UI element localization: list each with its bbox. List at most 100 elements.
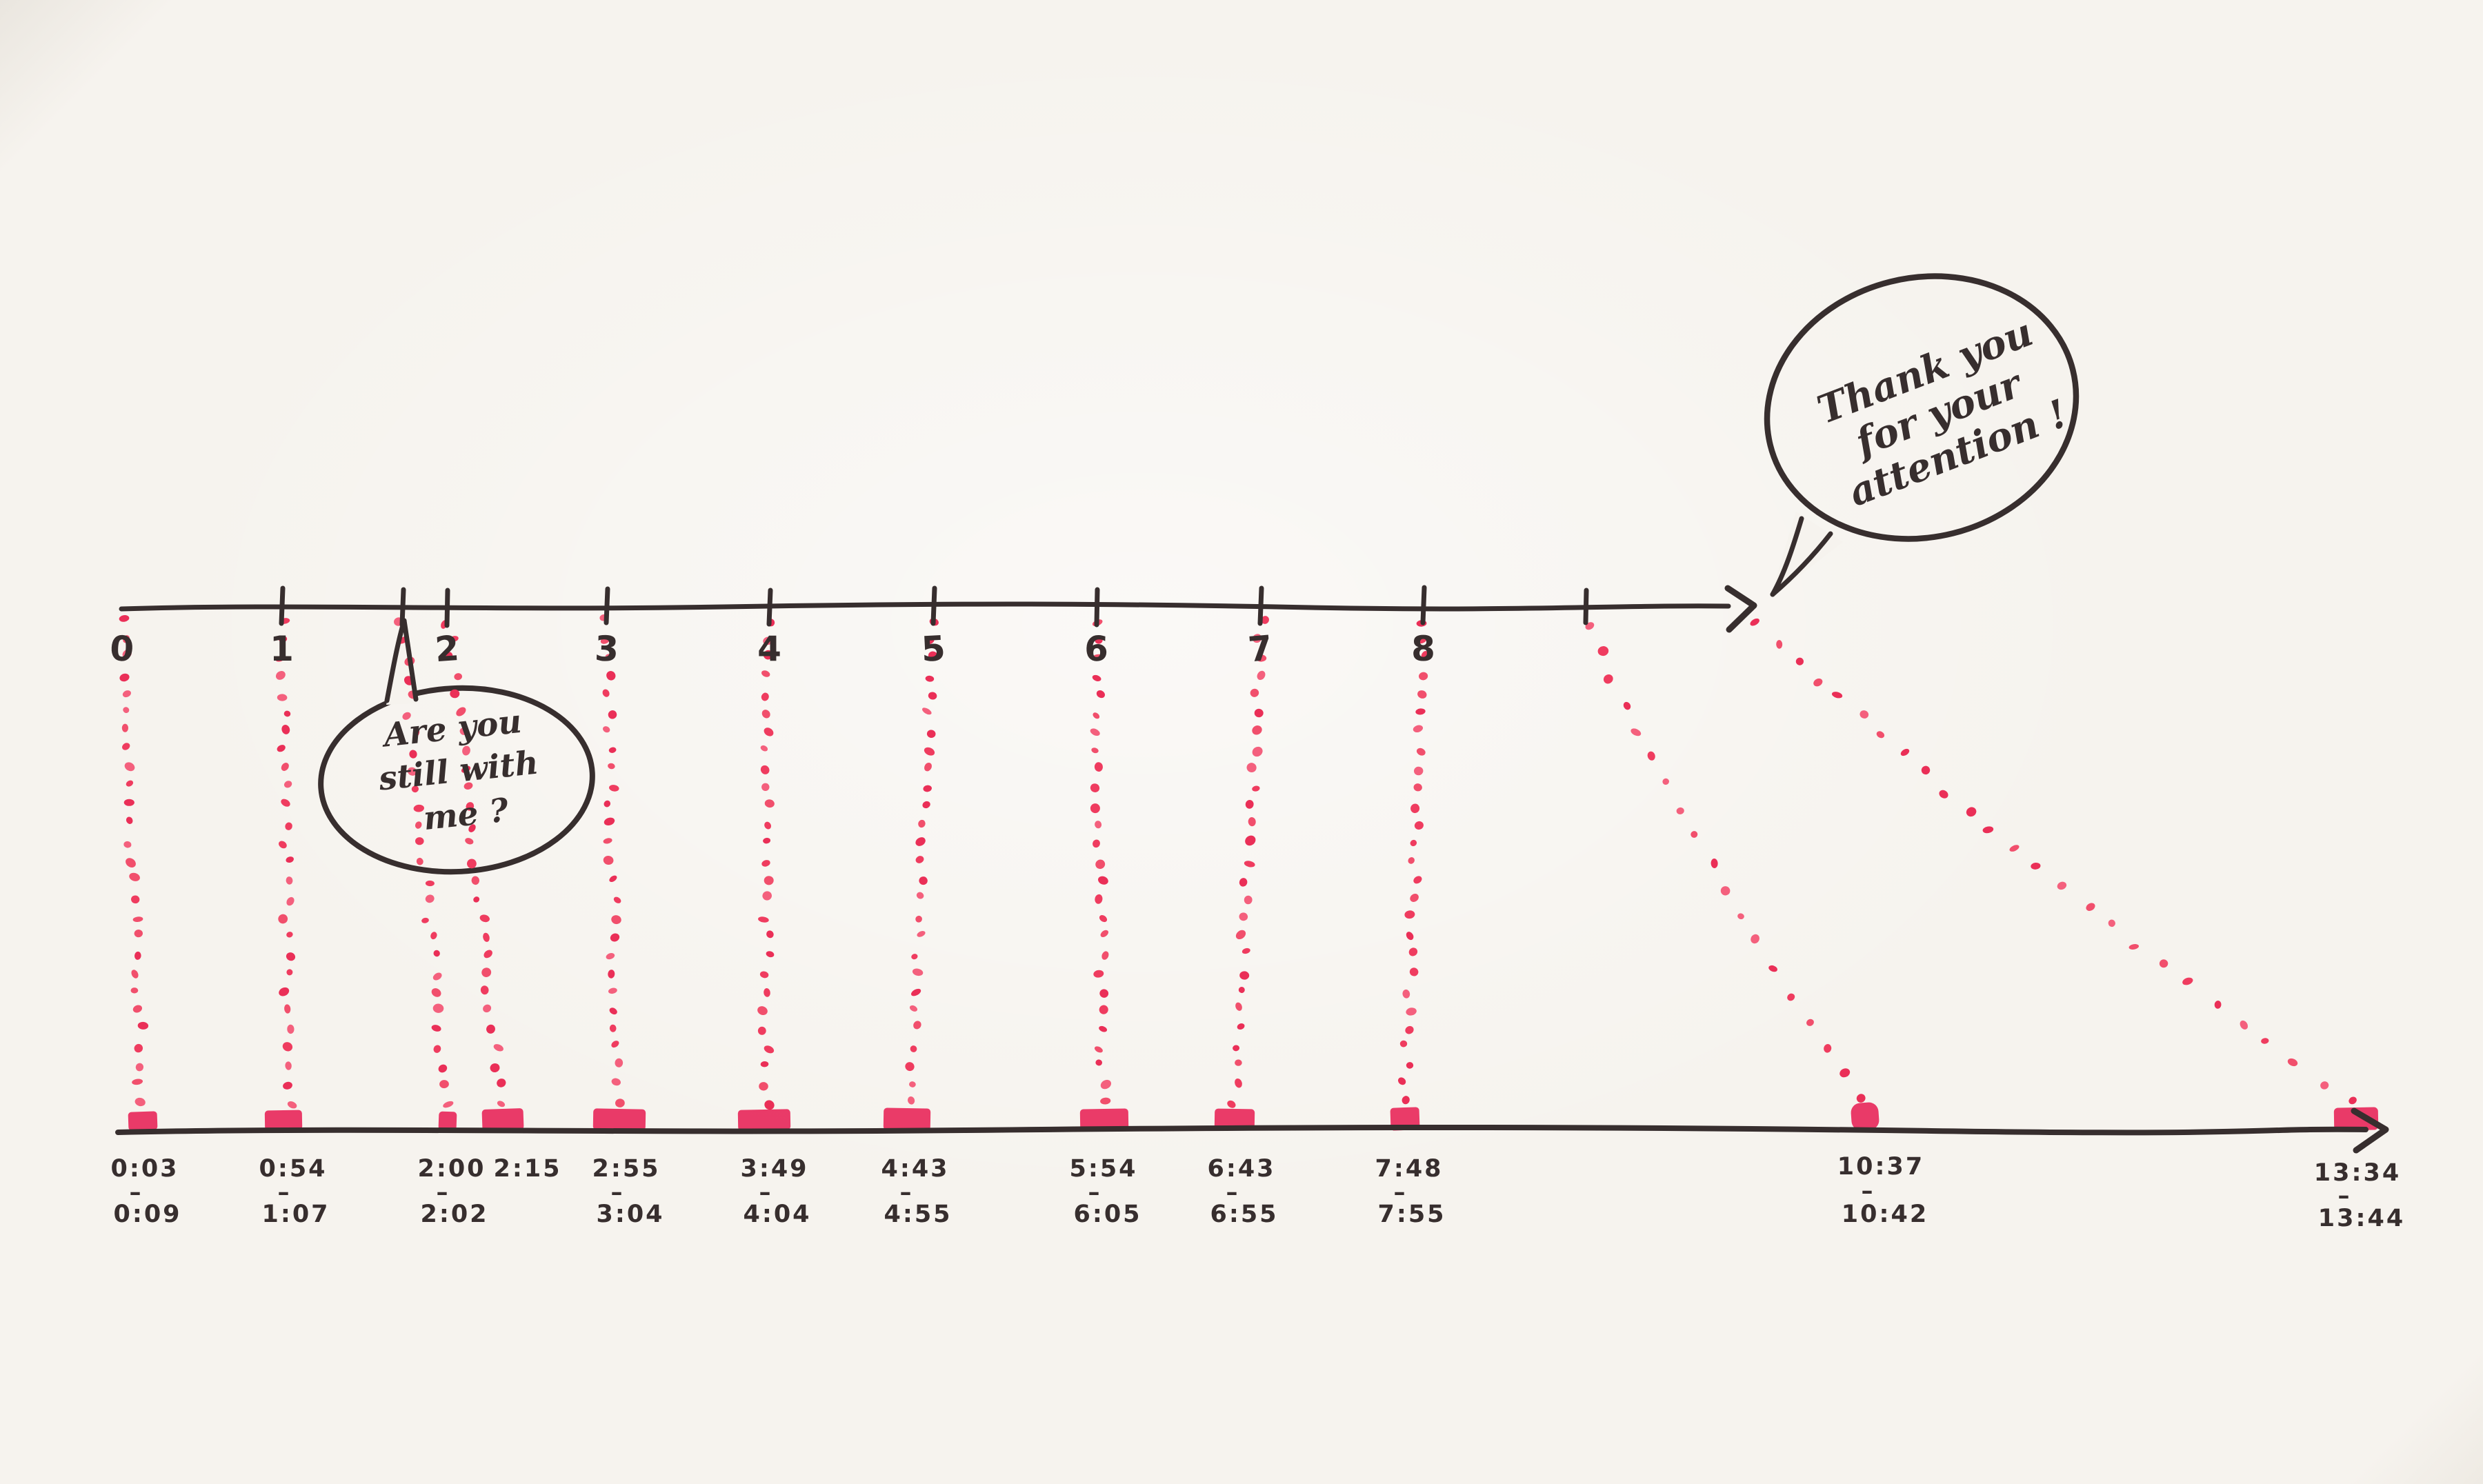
connector-dot — [2086, 903, 2095, 911]
connector-dot — [1404, 910, 1415, 919]
connector-dot — [1900, 748, 1910, 756]
connector-dot — [2009, 845, 2020, 852]
connector-dot — [433, 950, 440, 957]
bubble-outline — [1764, 273, 2080, 542]
connector-dot — [123, 799, 134, 806]
connector-dot — [286, 876, 293, 885]
connector-dot — [761, 783, 770, 792]
connector-dot — [763, 837, 771, 844]
time-range-label: 3:49 – 4:04 — [740, 1155, 809, 1228]
axis-tick — [766, 588, 773, 627]
connector-dot — [1094, 1046, 1103, 1053]
connector-dot — [421, 917, 429, 923]
connector-dot — [912, 968, 924, 976]
connector-dot — [1242, 947, 1250, 954]
connector-dot — [1416, 748, 1426, 756]
connector-dot — [764, 799, 775, 808]
connector-dot — [132, 916, 143, 922]
axis-tick — [399, 587, 406, 628]
connector-dot — [609, 785, 619, 792]
connector-dot — [443, 1101, 454, 1108]
time-range-label: 4:43 – 4:55 — [881, 1155, 950, 1228]
connector-dot — [611, 1041, 619, 1048]
connector-dot — [615, 1099, 625, 1107]
connector-dot — [1248, 817, 1256, 827]
connector-dot — [278, 635, 288, 643]
connector-dot — [432, 1003, 444, 1013]
connector-dot — [1859, 710, 1869, 719]
connector-dot — [134, 929, 143, 938]
connector-dot — [759, 1082, 768, 1091]
connector-dot — [285, 1061, 292, 1070]
connector-dot — [134, 1043, 143, 1053]
connector-dot — [1101, 951, 1109, 960]
connector-dot — [123, 841, 132, 848]
connector-dot — [1255, 654, 1267, 662]
connector-dot — [438, 1064, 448, 1073]
connector-dot — [137, 1021, 149, 1030]
connector-dot — [1787, 993, 1795, 1001]
connector-dot — [928, 692, 937, 700]
time-start: 13:34 — [2314, 1159, 2401, 1187]
connector-dot — [490, 1063, 500, 1073]
time-end: 3:04 — [596, 1201, 664, 1228]
connector-dot — [766, 930, 774, 939]
connector-dot — [1408, 857, 1415, 864]
top-tick-label: 0 — [109, 628, 136, 670]
connector-dot — [759, 971, 769, 979]
connector-dot — [609, 1007, 617, 1015]
top-tick-label: 6 — [1084, 628, 1110, 669]
connector-dot — [277, 745, 286, 752]
connector-dot — [926, 730, 936, 739]
connector-dot — [463, 782, 473, 790]
connector-dot — [415, 837, 424, 845]
dotted-connector — [1227, 616, 1269, 1108]
connector-dot — [608, 763, 615, 770]
connector-dot — [1939, 790, 1948, 799]
top-tick-label: 7 — [1246, 628, 1275, 670]
connector-dot — [764, 728, 774, 736]
connector-dot — [2320, 1081, 2329, 1090]
time-end: 2:02 — [420, 1201, 488, 1228]
connector-dot — [1096, 690, 1105, 699]
highlight-mark — [1390, 1107, 1420, 1131]
connector-dot — [610, 933, 620, 942]
connector-dot — [450, 689, 460, 699]
connector-dot — [277, 694, 288, 701]
connector-dot — [603, 838, 612, 844]
connector-dot — [1795, 657, 1804, 665]
dotted-connector — [1750, 618, 2357, 1105]
connector-dot — [606, 953, 615, 960]
highlight-mark — [128, 1111, 158, 1131]
connector-dot — [278, 914, 288, 924]
connector-dot — [286, 856, 294, 863]
axis-tick — [279, 585, 286, 626]
connector-dot — [130, 987, 139, 994]
speech-bubble-thanks-ink: Thank you for your attention ! — [1770, 310, 2074, 597]
connector-dot — [413, 804, 424, 812]
connector-dot — [415, 821, 422, 829]
connector-dot — [1100, 930, 1109, 938]
highlight-mark — [1079, 1108, 1129, 1131]
connector-dot — [1095, 894, 1103, 904]
connector-dot — [915, 837, 926, 846]
speech-bubble-thanks — [1764, 273, 2080, 599]
connector-dot — [603, 726, 610, 733]
highlight-marks — [128, 1102, 2379, 1131]
connector-dot — [471, 876, 480, 885]
time-range-label: 0:54 – 1:07 — [259, 1155, 328, 1228]
connector-dot — [913, 1021, 921, 1030]
connector-dot — [284, 1004, 291, 1014]
time-range-label: 5:54 – 6:05 — [1069, 1155, 1139, 1228]
connector-dot — [924, 763, 932, 772]
time-start: 2:00 — [417, 1155, 486, 1183]
connector-dot — [286, 952, 296, 961]
top-tick-label: 5 — [920, 628, 947, 670]
dotted-connector — [599, 614, 625, 1107]
bottom-axis-line — [115, 1125, 2369, 1136]
time-start: 4:43 — [881, 1155, 949, 1183]
connector-dot — [600, 636, 610, 644]
connector-dot — [1235, 1059, 1242, 1066]
connector-dot — [1966, 807, 1977, 817]
connector-dot — [425, 894, 435, 903]
